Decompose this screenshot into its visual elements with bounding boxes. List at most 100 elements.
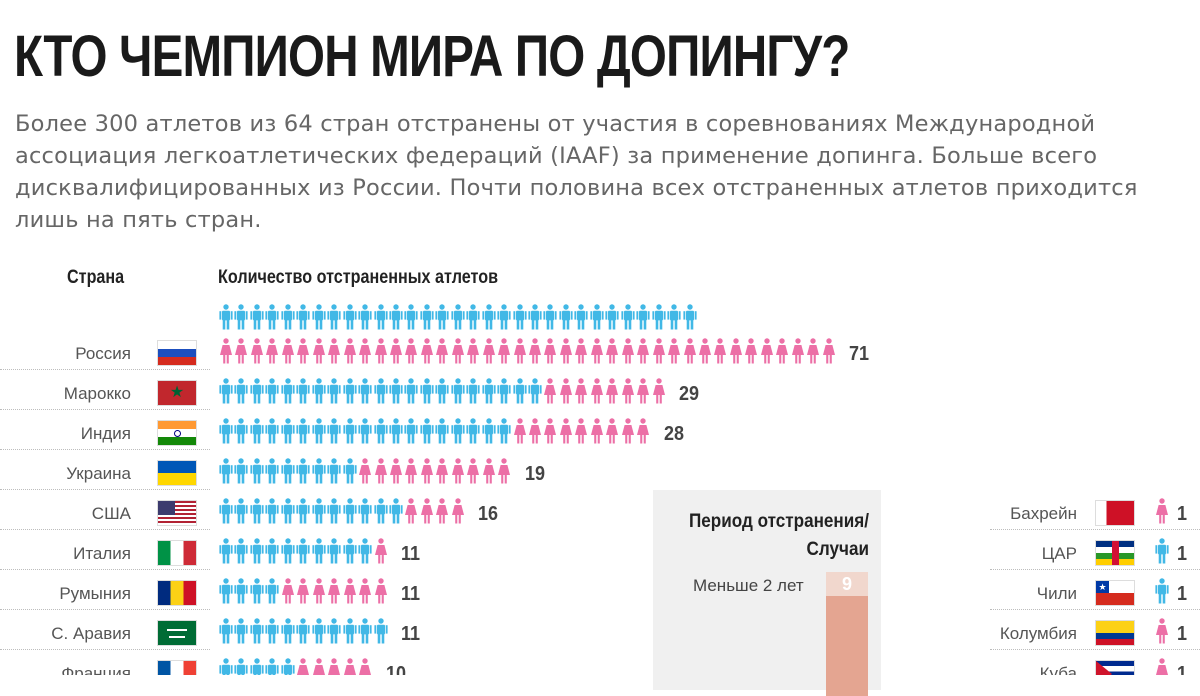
- male-athlete-icon: [327, 498, 341, 524]
- male-athlete-icon: [265, 538, 279, 564]
- female-athlete-icon: [637, 418, 650, 444]
- flag-chile: ★: [1095, 580, 1135, 606]
- country-label: Марокко: [63, 384, 131, 403]
- male-athlete-icon: [404, 378, 418, 404]
- male-athlete-icon: [451, 378, 465, 404]
- female-athlete-icon: [297, 658, 310, 675]
- male-athlete-icon: [451, 304, 465, 330]
- female-athlete-icon: [575, 378, 588, 404]
- male-athlete-icon: [466, 418, 480, 444]
- male-athlete-icon: [296, 418, 310, 444]
- male-athlete-icon: [358, 498, 372, 524]
- female-athlete-icon: [389, 338, 402, 364]
- female-athlete-icon: [374, 458, 387, 484]
- male-athlete-icon: [358, 304, 372, 330]
- male-athlete-icon: [312, 538, 326, 564]
- female-athlete-icon: [822, 338, 835, 364]
- male-athlete-icon: [682, 304, 697, 330]
- male-athlete-icon: [312, 458, 326, 484]
- female-athlete-icon: [1156, 498, 1168, 524]
- female-athlete-icon: [436, 338, 449, 364]
- flag-usa: [157, 500, 197, 526]
- male-athlete-icon: [234, 498, 249, 524]
- female-athlete-icon: [420, 338, 433, 364]
- country-label: Италия: [73, 544, 131, 563]
- female-athlete-icon: [405, 338, 418, 364]
- male-athlete-icon: [327, 304, 341, 330]
- male-athlete-icon: [342, 618, 357, 644]
- female-athlete-icon: [575, 338, 588, 364]
- female-athlete-icon: [652, 338, 665, 364]
- male-athlete-icon: [389, 378, 403, 404]
- male-athlete-icon: [219, 538, 233, 564]
- country-label: Россия: [75, 344, 131, 363]
- male-athlete-icon: [281, 304, 295, 330]
- male-athlete-icon: [250, 578, 264, 604]
- male-athlete-icon: [250, 538, 264, 564]
- female-athlete-icon: [652, 378, 665, 404]
- male-athlete-icon: [420, 378, 434, 404]
- country-label: США: [91, 504, 131, 523]
- male-athlete-icon: [358, 418, 372, 444]
- flag-saudi: [157, 620, 197, 646]
- female-athlete-icon: [698, 338, 711, 364]
- country-label: Куба: [1039, 664, 1077, 675]
- female-athlete-icon: [328, 338, 341, 364]
- male-athlete-icon: [234, 418, 249, 444]
- male-athlete-icon: [482, 304, 496, 330]
- male-athlete-icon: [312, 498, 326, 524]
- value-label: 11: [400, 583, 420, 605]
- male-athlete-icon: [250, 618, 264, 644]
- female-athlete-icon: [559, 418, 572, 444]
- male-athlete-icon: [497, 304, 511, 330]
- male-athlete-icon: [234, 658, 249, 675]
- male-athlete-icon: [435, 418, 449, 444]
- male-athlete-icon: [466, 304, 480, 330]
- male-athlete-icon: [296, 378, 310, 404]
- female-athlete-icon: [374, 338, 387, 364]
- female-athlete-icon: [529, 338, 541, 364]
- female-athlete-icon: [590, 378, 603, 404]
- flag-car: [1095, 540, 1135, 566]
- male-athlete-icon: [373, 618, 388, 644]
- male-athlete-icon: [389, 418, 403, 444]
- value-label: 10: [385, 663, 406, 675]
- female-athlete-icon: [374, 538, 387, 564]
- female-athlete-icon: [621, 378, 634, 404]
- female-athlete-icon: [729, 338, 742, 364]
- female-athlete-icon: [328, 578, 341, 604]
- male-athlete-icon: [1155, 538, 1169, 564]
- flag-colombia: [1095, 620, 1135, 646]
- female-athlete-icon: [343, 658, 356, 675]
- country-label: Чили: [1036, 584, 1077, 603]
- male-athlete-icon: [605, 304, 619, 330]
- flag-russia: [157, 340, 197, 366]
- value-label: 29: [679, 383, 700, 405]
- value-label: 1: [1177, 663, 1188, 675]
- female-athlete-icon: [297, 578, 310, 604]
- female-athlete-icon: [807, 338, 820, 364]
- female-athlete-icon: [343, 578, 356, 604]
- period-panel-title: Период отстранения/ Случаи: [688, 511, 869, 560]
- male-athlete-icon: [250, 658, 264, 675]
- female-athlete-icon: [498, 338, 511, 364]
- row-divider: [0, 569, 210, 570]
- row-divider: [0, 609, 210, 610]
- country-column-header: Страна: [67, 267, 125, 288]
- female-athlete-icon: [683, 338, 696, 364]
- male-athlete-icon: [528, 378, 542, 404]
- male-athlete-icon: [327, 378, 341, 404]
- male-athlete-icon: [296, 304, 310, 330]
- male-athlete-icon: [281, 498, 295, 524]
- female-athlete-icon: [359, 338, 372, 364]
- male-athlete-icon: [373, 304, 388, 330]
- male-athlete-icon: [512, 304, 527, 330]
- male-athlete-icon: [219, 418, 233, 444]
- male-athlete-icon: [497, 418, 511, 444]
- male-athlete-icon: [621, 304, 635, 330]
- male-athlete-icon: [327, 458, 341, 484]
- female-athlete-icon: [544, 338, 557, 364]
- female-athlete-icon: [544, 378, 557, 404]
- female-athlete-icon: [498, 458, 511, 484]
- female-athlete-icon: [776, 338, 789, 364]
